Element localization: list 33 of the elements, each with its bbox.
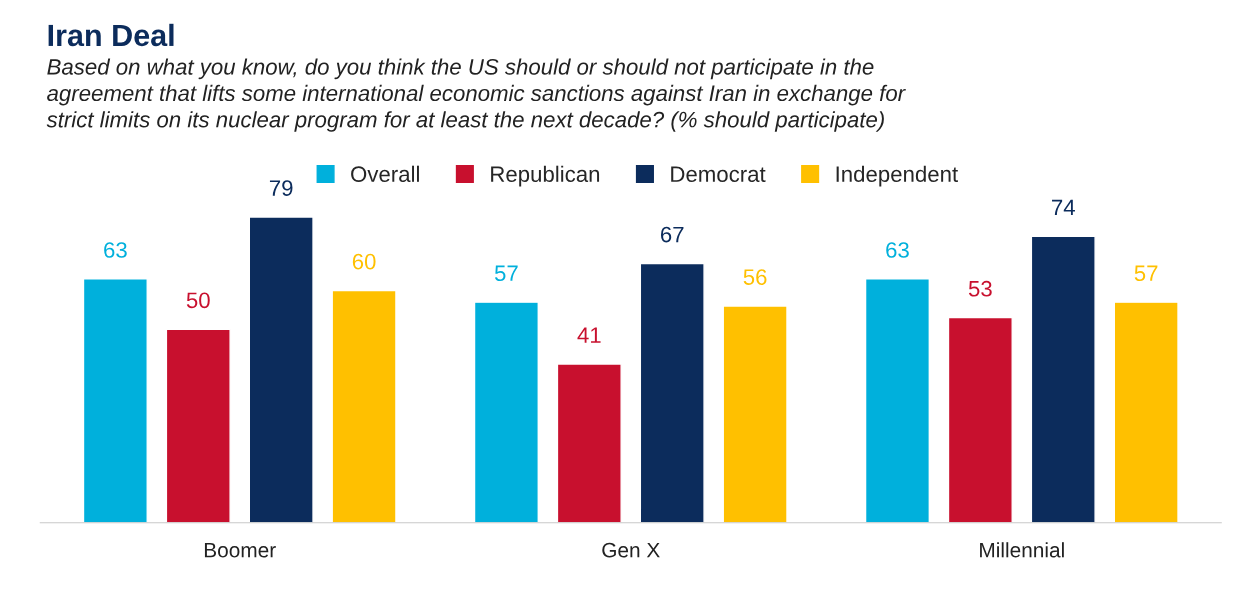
legend-label: Democrat [671,166,766,183]
legend-label: Independent [836,165,958,187]
data-label: 53 [968,280,992,297]
data-label: 63 [104,242,127,258]
bar [722,305,788,523]
data-label: 56 [743,269,767,285]
bar [165,328,231,523]
bar [1030,235,1096,523]
data-label: 57 [1134,265,1158,282]
data-label: 57 [494,265,518,282]
bar [1113,301,1179,523]
data-label: 50 [186,292,210,309]
chart-subtitle: Based on what you know, do you think the US should or should not participate in the agreement that lifts some international economic sanctions against Iran in exchange for strict limits on its nuclear program for at least the next decade? (% should participate) [46,58,906,132]
bar [473,301,539,523]
data-label: 60 [352,253,376,270]
bar [82,278,148,523]
data-label: 41 [577,327,601,343]
bar [331,289,397,523]
chart-title: Iran Deal [48,23,174,47]
bar [864,278,931,523]
data-label: 67 [660,226,684,243]
legend-label: Republican [491,165,600,187]
x-tick-label: Millennial [980,542,1064,558]
bar [639,262,705,523]
bar [556,363,622,523]
bar [248,216,314,523]
data-label: 79 [269,180,293,196]
x-tick-label: Boomer [204,542,276,558]
legend-label: Overall [351,165,419,183]
data-label: 74 [1052,199,1075,216]
bar [947,316,1013,523]
data-label: 63 [886,242,909,258]
x-tick-label: Gen X [602,542,660,558]
